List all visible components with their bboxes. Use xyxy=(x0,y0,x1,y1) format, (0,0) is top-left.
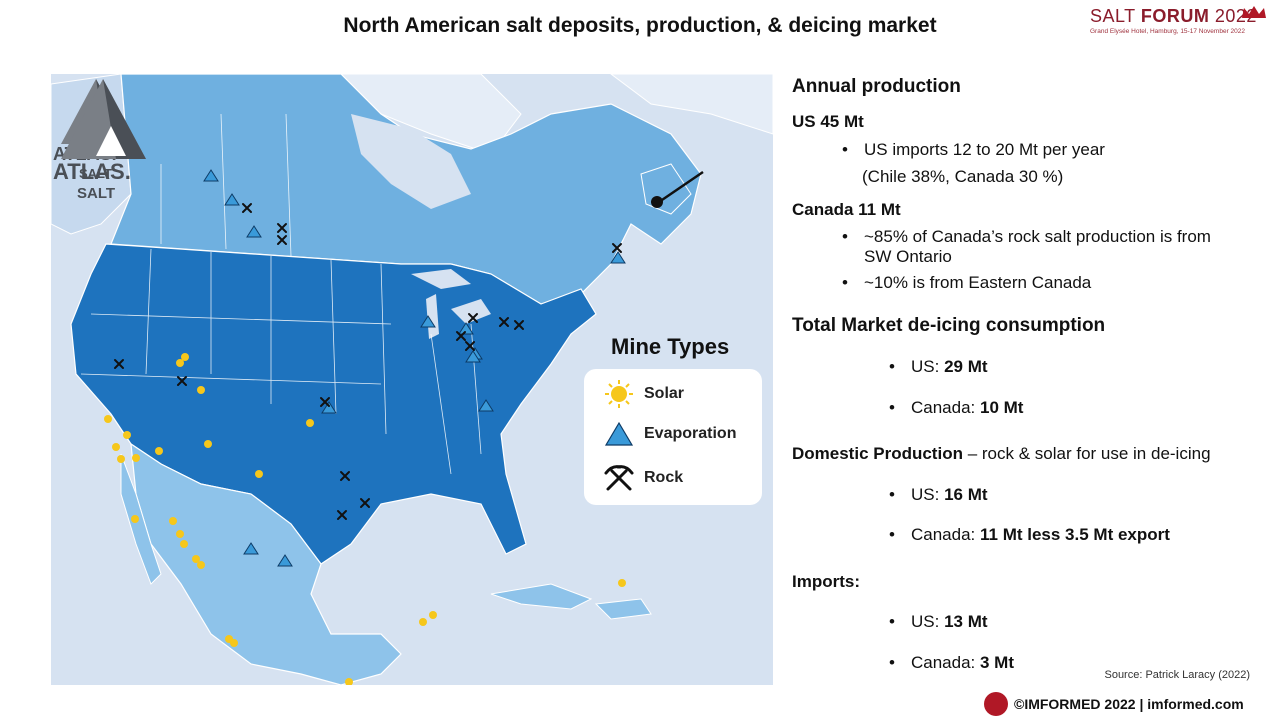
us-imports-detail: (Chile 38%, Canada 30 %) xyxy=(862,167,1064,186)
domestic-heading: Domestic Production – rock & solar for u… xyxy=(792,444,1211,463)
legend-item-evaporation: Evaporation xyxy=(604,421,736,447)
svg-text:SALT: SALT xyxy=(77,185,115,202)
north-america-map: ATLAS. SALT ATLAS. SALT Mine Types Solar xyxy=(51,74,773,685)
triangle-icon xyxy=(604,421,634,446)
us-imports-bullet: • US imports 12 to 20 Mt per year xyxy=(842,140,1105,159)
canada-eastern-bullet: • ~10% is from Eastern Canada xyxy=(842,273,1092,292)
svg-text:SALT: SALT xyxy=(79,166,112,181)
footer: ©IMFORMED 2022 | imformed.com xyxy=(984,692,1244,716)
market-us-bullet: • US: 29 Mt xyxy=(889,357,988,376)
us-production-heading: US 45 Mt xyxy=(792,112,864,131)
atlas-salt-logo-large: ATLAS. SALT xyxy=(53,79,146,202)
market-canada-bullet: • Canada: 10 Mt xyxy=(889,398,1024,417)
source-note: Source: Patrick Laracy (2022) xyxy=(1104,669,1250,681)
domestic-canada-bullet: • Canada: 11 Mt less 3.5 Mt export xyxy=(889,525,1170,544)
pickaxe-icon xyxy=(604,465,634,491)
solar-markers xyxy=(104,353,626,685)
canada-production-heading: Canada 11 Mt xyxy=(792,200,901,219)
annual-production-heading: Annual production xyxy=(792,76,961,97)
imports-canada-bullet: • Canada: 3 Mt xyxy=(889,653,1014,672)
imports-heading: Imports: xyxy=(792,572,860,591)
rock-markers xyxy=(114,203,622,520)
crown-icon xyxy=(1242,6,1266,18)
legend-item-solar: Solar xyxy=(604,379,684,409)
imports-us-bullet: • US: 13 Mt xyxy=(889,612,988,631)
canada-ontario-bullet: • ~85% of Canada’s rock salt production i… xyxy=(842,227,1211,266)
domestic-us-bullet: • US: 16 Mt xyxy=(889,485,988,504)
globe-icon xyxy=(984,692,1008,716)
legend-item-rock: Rock xyxy=(604,463,683,493)
evaporation-markers xyxy=(203,169,626,567)
market-heading: Total Market de-icing consumption xyxy=(792,315,1106,336)
svg-text:ATLAS.: ATLAS. xyxy=(53,159,131,184)
legend-title: Mine Types xyxy=(611,334,730,359)
slide-title: North American salt deposits, production… xyxy=(343,14,937,37)
sun-icon xyxy=(605,380,633,408)
map-legend: Solar Evaporation Rock xyxy=(584,369,762,505)
